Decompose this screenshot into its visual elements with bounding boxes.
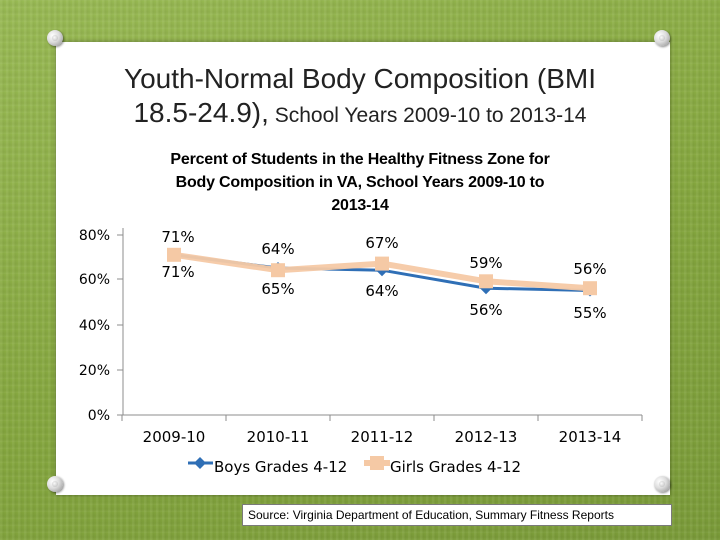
- chart-legend: Boys Grades 4-12 Girls Grades 4-12: [188, 456, 521, 476]
- chart-axes: 0% 20% 40% 60% 80% 2009-10 2010-11 2011-12 2012-…: [79, 228, 643, 446]
- legend-marker-girls: [370, 456, 384, 470]
- y-tick-label: 80%: [79, 228, 110, 244]
- x-tick-label: 2009-10: [143, 428, 206, 446]
- slide-title-range: 18.5-24.9),: [133, 97, 269, 128]
- chart-data-labels: 71% 64% 67% 59% 56% 71% 65% 64% 56% 55%: [161, 228, 606, 322]
- chart-series: [167, 247, 597, 297]
- data-label-boys: 65%: [261, 280, 294, 298]
- data-point-girls: [271, 263, 285, 278]
- data-point-girls: [167, 247, 181, 262]
- pushpin-icon-top-right: [654, 30, 670, 46]
- legend-label-boys: Boys Grades 4-12: [214, 458, 347, 476]
- data-label-boys: 55%: [573, 304, 606, 322]
- source-note: Source: Virginia Department of Education…: [242, 504, 672, 526]
- data-point-girls: [375, 256, 389, 271]
- x-tick-label: 2011-12: [351, 428, 414, 446]
- legend-label-girls: Girls Grades 4-12: [390, 458, 521, 476]
- y-tick-label: 20%: [79, 363, 110, 379]
- chart-title-line: 2013-14: [331, 197, 389, 214]
- chart-title-line: Body Composition in VA, School Years 200…: [175, 174, 545, 191]
- slide-title-main: Youth-Normal Body Composition (BMI: [123, 63, 597, 94]
- x-tick-label: 2012-13: [455, 428, 518, 446]
- slide-title: Youth-Normal Body Composition (BMI 18.5-…: [0, 62, 720, 133]
- pushpin-icon-bottom-left: [47, 476, 63, 492]
- data-point-girls: [479, 274, 493, 289]
- data-label-boys: 71%: [161, 263, 194, 281]
- y-tick-label: 40%: [79, 318, 110, 334]
- slide-title-subtitle: School Years 2009-10 to 2013-14: [268, 104, 587, 127]
- data-point-girls: [583, 281, 597, 296]
- x-tick-label: 2013-14: [559, 428, 622, 446]
- data-label-girls: 67%: [365, 234, 398, 252]
- x-tick-label: 2010-11: [247, 428, 310, 446]
- data-label-girls: 59%: [469, 254, 502, 272]
- y-tick-label: 60%: [79, 272, 110, 288]
- pushpin-icon-top-left: [47, 30, 63, 46]
- data-label-girls: 56%: [573, 260, 606, 278]
- legend-marker-boys: [194, 457, 206, 469]
- data-label-girls: 64%: [261, 240, 294, 258]
- data-label-boys: 64%: [365, 282, 398, 300]
- chart-title: Percent of Students in the Healthy Fitne…: [110, 148, 610, 217]
- y-tick-label: 0%: [88, 408, 110, 424]
- chart-title-line: Percent of Students in the Healthy Fitne…: [170, 151, 550, 168]
- data-label-girls: 71%: [161, 228, 194, 246]
- pushpin-icon-bottom-right: [654, 476, 670, 492]
- data-label-boys: 56%: [469, 301, 502, 319]
